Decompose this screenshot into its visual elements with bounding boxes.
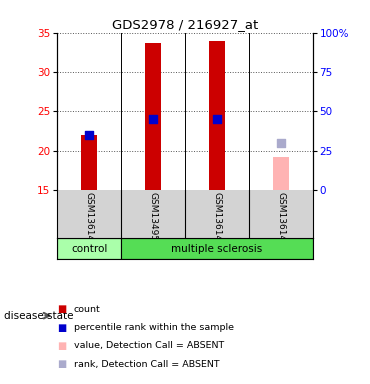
Text: multiple sclerosis: multiple sclerosis xyxy=(171,243,263,253)
Text: percentile rank within the sample: percentile rank within the sample xyxy=(74,323,234,332)
Bar xyxy=(121,238,313,259)
Text: ■: ■ xyxy=(57,341,67,351)
Text: GSM136149: GSM136149 xyxy=(276,192,285,247)
Text: disease state: disease state xyxy=(4,311,73,321)
Point xyxy=(150,116,156,122)
Title: GDS2978 / 216927_at: GDS2978 / 216927_at xyxy=(112,18,258,31)
Text: value, Detection Call = ABSENT: value, Detection Call = ABSENT xyxy=(74,341,224,351)
Text: count: count xyxy=(74,305,101,314)
Bar xyxy=(209,41,225,190)
Point xyxy=(278,140,284,146)
Bar xyxy=(273,157,289,190)
Text: GSM136147: GSM136147 xyxy=(212,192,221,247)
Text: ■: ■ xyxy=(57,304,67,314)
Text: GSM134953: GSM134953 xyxy=(149,192,158,247)
Text: rank, Detection Call = ABSENT: rank, Detection Call = ABSENT xyxy=(74,360,220,369)
Text: control: control xyxy=(71,243,107,253)
Bar xyxy=(81,135,97,190)
Bar xyxy=(145,43,161,190)
Point xyxy=(86,132,92,138)
Point xyxy=(214,116,220,122)
Bar xyxy=(57,238,121,259)
Text: ■: ■ xyxy=(57,359,67,369)
Text: GSM136140: GSM136140 xyxy=(85,192,94,247)
Text: ■: ■ xyxy=(57,323,67,333)
